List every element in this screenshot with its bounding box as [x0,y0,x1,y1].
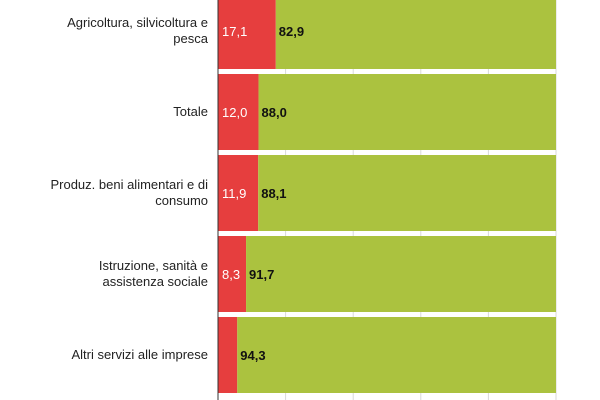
data-label-red: 12,0 [222,105,247,120]
data-label-green: 82,9 [279,24,304,39]
bar-segment-red [218,317,238,393]
bar-segment-green [246,236,556,312]
labels: 17,1 82,9 Agricoltura, silvicoltura e pesca… [50,15,304,363]
data-label-green: 94,3 [240,348,265,363]
bar-segment-red [218,155,259,231]
bar-segment-red [218,236,247,312]
data-label-green: 88,0 [262,105,287,120]
bar-segment-green [258,155,556,231]
category-label: Istruzione, sanità e assistenza sociale [99,258,208,289]
category-label: Altri servizi alle imprese [71,347,208,362]
bar-segment-red [218,0,276,69]
bars [218,0,557,393]
data-label-red: 17,1 [222,24,247,39]
bar-segment-green [237,317,557,393]
category-label: Totale [173,104,208,119]
category-label: Produz. beni alimentari e di consumo [50,177,208,208]
data-label-red: 11,9 [222,186,246,201]
data-label-red: 8,3 [222,267,240,282]
bar-segment-green [258,74,556,150]
bar-segment-red [218,74,259,150]
data-label-green: 88,1 [261,186,286,201]
data-label-green: 91,7 [249,267,274,282]
bar-segment-green [275,0,556,69]
category-label: Agricoltura, silvicoltura e pesca [67,15,209,46]
